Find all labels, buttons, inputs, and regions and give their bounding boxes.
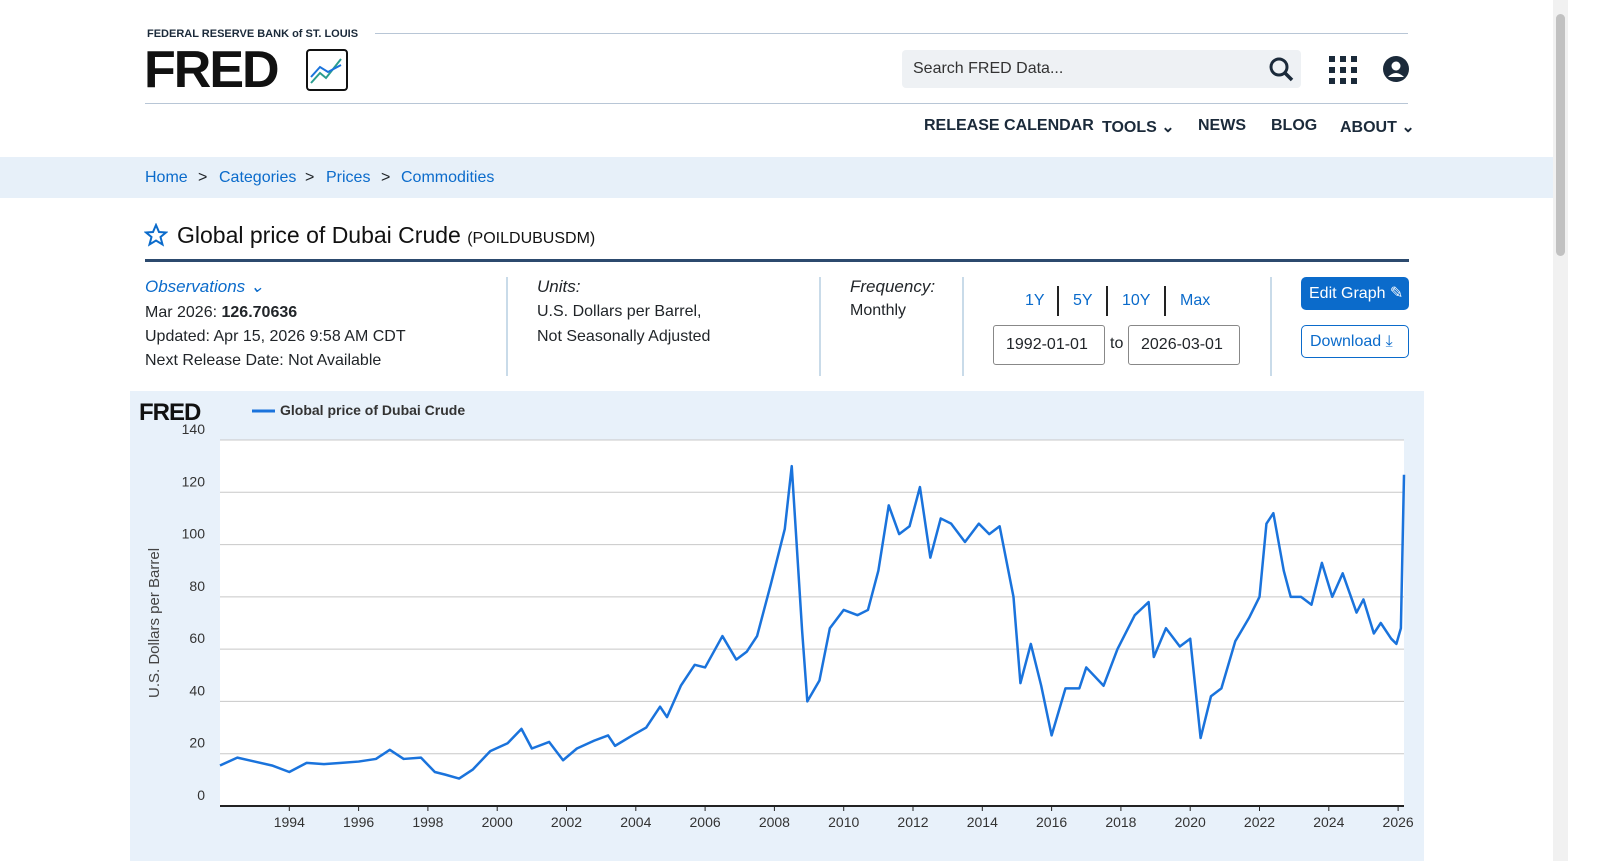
x-tick-label: 2008 (759, 814, 790, 830)
account-icon[interactable] (1383, 56, 1409, 82)
scroll-thumb[interactable] (1556, 14, 1565, 256)
y-tick-label: 20 (189, 735, 205, 751)
legend-label: Global price of Dubai Crude (280, 402, 465, 418)
title-rule (145, 259, 1409, 262)
breadcrumb[interactable]: Commodities (401, 169, 495, 186)
divider (1057, 286, 1059, 316)
x-tick-label: 2022 (1244, 814, 1275, 830)
x-tick-label: 1994 (274, 814, 305, 830)
x-tick-label: 2016 (1036, 814, 1067, 830)
breadcrumb-bar: Home > Categories > Prices > Commodities (0, 157, 1553, 198)
chart: FRED U.S. Dollars per Barrel 0 20 40 60 80 10… (130, 391, 1424, 861)
obs-value: 126.70636 (221, 304, 298, 321)
logo-icon (306, 49, 348, 91)
observations-toggle[interactable]: Observations ⌄ (145, 277, 265, 296)
range-button[interactable]: 10Y (1122, 292, 1151, 309)
scrollbar[interactable] (1553, 0, 1568, 861)
bank-name: FEDERAL RESERVE BANK of ST. LOUIS (147, 28, 359, 40)
breadcrumb[interactable]: Home (145, 169, 188, 186)
divider (1270, 277, 1272, 376)
nav-item[interactable]: NEWS (1198, 117, 1246, 134)
rule (145, 103, 1408, 104)
series-line (219, 464, 1406, 780)
units-label: Units: (537, 277, 581, 296)
x-tick-label: 2000 (482, 814, 513, 830)
sep: > (305, 169, 315, 186)
y-tick-label: 80 (189, 578, 205, 594)
divider (962, 277, 964, 376)
y-tick-label: 60 (189, 630, 205, 646)
obs-label: Observations (145, 277, 246, 296)
logo[interactable]: FRED (144, 41, 280, 99)
x-tick-label: 1998 (412, 814, 443, 830)
breadcrumb[interactable]: Prices (326, 169, 371, 186)
breadcrumb[interactable]: Categories (219, 169, 297, 186)
nav-item[interactable]: BLOG (1271, 117, 1318, 134)
frequency-value: Monthly (850, 302, 907, 319)
date-separator: to (1110, 335, 1124, 352)
apps-icon[interactable] (1329, 56, 1357, 84)
search-placeholder: Search FRED Data... (913, 60, 1064, 77)
y-tick-label: 100 (182, 526, 206, 542)
download-button[interactable]: Download ⤓ (1301, 325, 1409, 358)
x-tick-label: 2026 (1383, 814, 1414, 830)
end-date[interactable]: 2026-03-01 (1128, 325, 1240, 365)
plot-area (220, 440, 1404, 806)
units-line: Not Seasonally Adjusted (537, 328, 711, 345)
y-tick-label: 40 (189, 682, 205, 698)
button-text: Edit Graph (1309, 285, 1386, 302)
x-tick-label: 2004 (620, 814, 651, 830)
updated: Updated: Apr 15, 2026 9:58 AM CDT (145, 328, 406, 345)
divider (819, 277, 821, 376)
y-tick-label: 0 (197, 787, 205, 803)
x-tick-label: 2002 (551, 814, 582, 830)
divider (1164, 286, 1166, 316)
latest-obs: Mar 2026: 126.70636 (145, 304, 297, 322)
units-line: U.S. Dollars per Barrel, (537, 303, 702, 320)
search-icon[interactable] (1268, 56, 1294, 82)
series-id: (POILDUBUSDM) (467, 230, 596, 247)
divider (506, 277, 508, 376)
next-release: Next Release Date: Not Available (145, 352, 382, 369)
search-box[interactable]: Search FRED Data... (902, 50, 1301, 88)
y-axis-label: U.S. Dollars per Barrel (146, 548, 163, 698)
nav-item[interactable]: RELEASE CALENDAR (924, 117, 1094, 134)
edit-graph-button[interactable]: Edit Graph ✎ (1301, 277, 1409, 310)
range-button[interactable]: 1Y (1025, 292, 1045, 309)
y-tick-label: 140 (182, 421, 206, 437)
x-tick-label: 2010 (828, 814, 859, 830)
start-date[interactable]: 1992-01-01 (993, 325, 1105, 365)
range-button[interactable]: Max (1180, 292, 1211, 309)
x-tick-label: 1996 (343, 814, 374, 830)
x-tick-label: 2006 (690, 814, 721, 830)
nav-text: ABOUT (1340, 119, 1397, 136)
button-text: Download (1310, 333, 1382, 350)
nav-text: TOOLS (1102, 119, 1157, 136)
series-title: Global price of Dubai Crude (POILDUBUSDM… (177, 222, 595, 249)
rule (375, 33, 1408, 34)
y-tick-label: 120 (182, 473, 206, 489)
title-text: Global price of Dubai Crude (177, 222, 461, 248)
frequency-label: Frequency: (850, 277, 936, 296)
x-tick-label: 2012 (897, 814, 928, 830)
x-tick-label: 2020 (1175, 814, 1206, 830)
sep: > (198, 169, 208, 186)
obs-date: Mar 2026: (145, 304, 218, 321)
favorite-star[interactable] (144, 223, 168, 247)
sep: > (381, 169, 391, 186)
x-tick-label: 2024 (1313, 814, 1344, 830)
x-tick-label: 2014 (967, 814, 998, 830)
x-tick-label: 2018 (1105, 814, 1136, 830)
nav-item[interactable]: TOOLS ⌄ (1102, 119, 1175, 136)
chart-logo: FRED (139, 399, 201, 426)
divider (1106, 286, 1108, 316)
range-button[interactable]: 5Y (1073, 292, 1093, 309)
nav-item[interactable]: ABOUT ⌄ (1340, 119, 1415, 136)
